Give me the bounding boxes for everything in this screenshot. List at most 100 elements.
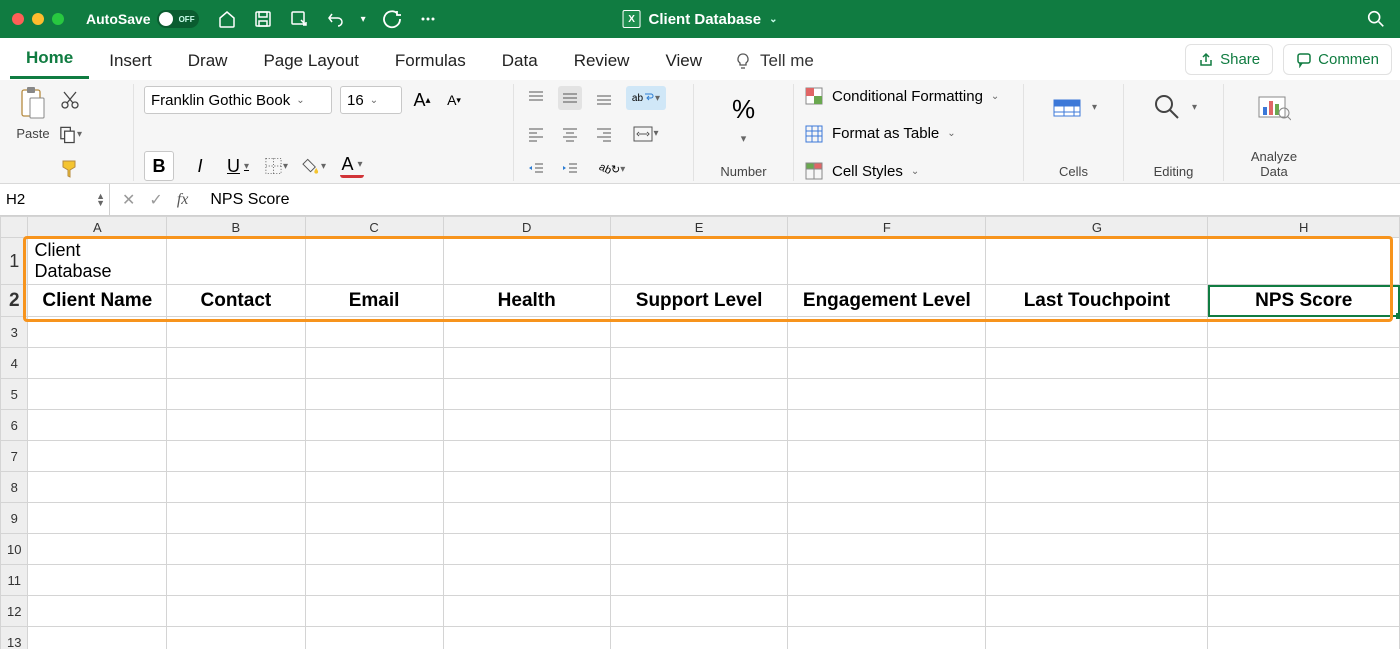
cell-B8[interactable] [167, 472, 305, 503]
cell-A12[interactable] [28, 596, 167, 627]
zoom-window-button[interactable] [52, 13, 64, 25]
row-header-12[interactable]: 12 [1, 596, 28, 627]
fx-icon[interactable]: fx [177, 191, 189, 209]
cell-G3[interactable] [986, 317, 1208, 348]
name-box-stepper[interactable]: ▲▼ [96, 193, 105, 207]
cell-C3[interactable] [305, 317, 443, 348]
tab-page-layout[interactable]: Page Layout [247, 43, 374, 79]
tab-home[interactable]: Home [10, 40, 89, 79]
cell-G5[interactable] [986, 379, 1208, 410]
cell-F1[interactable] [788, 238, 986, 285]
fill-color-button[interactable]: ▾ [302, 154, 326, 178]
cell-E10[interactable] [610, 534, 787, 565]
cell-G11[interactable] [986, 565, 1208, 596]
formula-input[interactable]: NPS Score [200, 191, 1400, 209]
cell-H5[interactable] [1208, 379, 1400, 410]
cell-H8[interactable] [1208, 472, 1400, 503]
row-header-3[interactable]: 3 [1, 317, 28, 348]
cell-E2[interactable]: Support Level [610, 285, 787, 317]
paste-button[interactable] [16, 86, 50, 120]
autosave-toggle[interactable]: AutoSave OFF [86, 10, 199, 28]
row-header-2[interactable]: 2 [1, 285, 28, 317]
cell-H9[interactable] [1208, 503, 1400, 534]
font-size-select[interactable]: 16⌄ [340, 86, 402, 114]
close-window-button[interactable] [12, 13, 24, 25]
percent-button[interactable]: % [727, 92, 761, 126]
undo-dropdown-icon[interactable]: ▾ [361, 14, 366, 25]
col-header-F[interactable]: F [788, 217, 986, 238]
cell-D3[interactable] [443, 317, 610, 348]
cell-G12[interactable] [986, 596, 1208, 627]
document-title[interactable]: X Client Database ⌄ [623, 10, 778, 28]
cell-E11[interactable] [610, 565, 787, 596]
cell-H13[interactable] [1208, 627, 1400, 649]
cell-B6[interactable] [167, 410, 305, 441]
cell-C7[interactable] [305, 441, 443, 472]
align-middle-button[interactable] [558, 86, 582, 110]
format-painter-button[interactable] [58, 156, 82, 180]
italic-button[interactable]: I [188, 154, 212, 178]
col-header-H[interactable]: H [1208, 217, 1400, 238]
cell-A1[interactable]: Client Database [28, 238, 167, 285]
cell-B13[interactable] [167, 627, 305, 649]
borders-button[interactable]: ▾ [264, 154, 288, 178]
cell-C6[interactable] [305, 410, 443, 441]
cell-C2[interactable]: Email [305, 285, 443, 317]
decrease-font-button[interactable]: A▾ [442, 88, 466, 112]
orientation-button[interactable]: ab↻▾ [592, 157, 632, 181]
cell-styles-button[interactable]: Cell Styles⌄ [804, 161, 1013, 181]
cell-A8[interactable] [28, 472, 167, 503]
redo-icon[interactable] [382, 9, 402, 29]
enter-formula-icon[interactable]: ✓ [149, 190, 162, 210]
cell-H4[interactable] [1208, 348, 1400, 379]
cell-F5[interactable] [788, 379, 986, 410]
cell-B5[interactable] [167, 379, 305, 410]
cell-D13[interactable] [443, 627, 610, 649]
cell-C9[interactable] [305, 503, 443, 534]
row-header-10[interactable]: 10 [1, 534, 28, 565]
home-icon[interactable] [217, 9, 237, 29]
wrap-text-button[interactable]: ab▾ [626, 86, 666, 110]
cell-E8[interactable] [610, 472, 787, 503]
merge-button[interactable]: ▾ [626, 122, 666, 146]
cell-A4[interactable] [28, 348, 167, 379]
cell-B12[interactable] [167, 596, 305, 627]
cell-D6[interactable] [443, 410, 610, 441]
tab-insert[interactable]: Insert [93, 43, 168, 79]
undo-icon[interactable] [325, 9, 345, 29]
save-icon[interactable] [253, 9, 273, 29]
row-header-7[interactable]: 7 [1, 441, 28, 472]
cell-C12[interactable] [305, 596, 443, 627]
cell-G9[interactable] [986, 503, 1208, 534]
conditional-formatting-button[interactable]: Conditional Formatting⌄ [804, 86, 1013, 106]
tab-formulas[interactable]: Formulas [379, 43, 482, 79]
cell-F3[interactable] [788, 317, 986, 348]
increase-indent-button[interactable] [558, 157, 582, 181]
align-left-button[interactable] [524, 122, 548, 146]
cell-C10[interactable] [305, 534, 443, 565]
cell-B4[interactable] [167, 348, 305, 379]
cell-F9[interactable] [788, 503, 986, 534]
col-header-G[interactable]: G [986, 217, 1208, 238]
cell-F8[interactable] [788, 472, 986, 503]
insert-cells-button[interactable] [1050, 90, 1084, 124]
font-name-select[interactable]: Franklin Gothic Book⌄ [144, 86, 332, 114]
copy-button[interactable]: ▾ [58, 122, 82, 146]
cell-B3[interactable] [167, 317, 305, 348]
row-header-11[interactable]: 11 [1, 565, 28, 596]
increase-font-button[interactable]: A▴ [410, 88, 434, 112]
row-header-13[interactable]: 13 [1, 627, 28, 649]
cell-D7[interactable] [443, 441, 610, 472]
format-as-table-button[interactable]: Format as Table⌄ [804, 124, 1013, 144]
row-header-9[interactable]: 9 [1, 503, 28, 534]
tab-draw[interactable]: Draw [172, 43, 244, 79]
cell-E5[interactable] [610, 379, 787, 410]
cell-B10[interactable] [167, 534, 305, 565]
cell-G10[interactable] [986, 534, 1208, 565]
analyze-data-button[interactable] [1257, 90, 1291, 124]
cell-F13[interactable] [788, 627, 986, 649]
cell-E13[interactable] [610, 627, 787, 649]
cell-C8[interactable] [305, 472, 443, 503]
name-box[interactable]: H2 ▲▼ [0, 184, 110, 215]
cell-H6[interactable] [1208, 410, 1400, 441]
